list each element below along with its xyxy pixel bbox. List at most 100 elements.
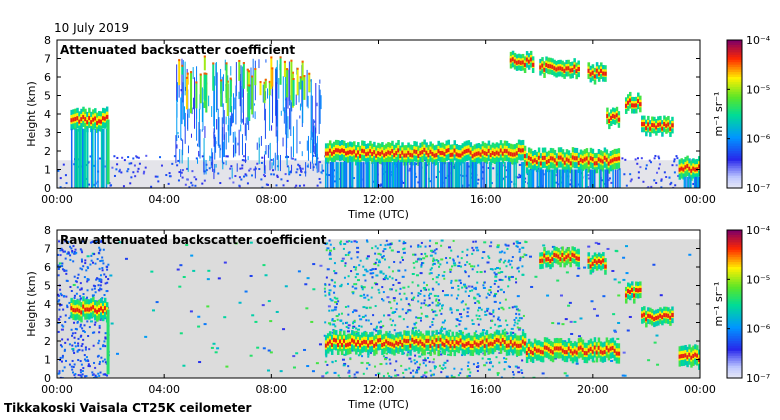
noise-cell [93,253,96,256]
virga-streak [286,68,289,98]
cloud-core [555,346,559,351]
y-tick-label: 8 [44,224,51,237]
noise-cell [402,251,406,254]
noise-cell [58,299,61,302]
noise-cell [316,184,319,187]
noise-cell [109,274,113,277]
drizzle-streak [589,169,591,188]
cloud-core [369,340,372,345]
cloud-core [76,307,79,312]
noise-cell [460,368,463,371]
noise-cell [73,251,76,254]
noise-cell [328,253,332,256]
virga-streak [318,84,320,135]
virga-streak [288,61,290,101]
noise-cell [266,183,269,186]
noise-cell [565,374,569,377]
noise-cell [369,272,373,275]
noise-cell [245,174,248,177]
cloud-core [475,342,479,347]
noise-cell [483,241,487,244]
virga-streak [289,100,291,106]
noise-cell [285,156,288,159]
noise-cell [223,316,227,319]
noise-cell [517,270,520,273]
drizzle-streak [693,176,696,188]
noise-cell [458,319,462,322]
noise-cell [431,308,434,311]
noise-cell [381,286,384,289]
noise-cell [474,302,477,305]
noise-cell [375,326,378,329]
noise-cell [500,306,504,309]
noise-cell [343,362,347,365]
noise-cell [288,171,291,174]
cloud-core [665,123,668,128]
noise-cell [477,306,481,309]
noise-cell [655,181,658,184]
colorbar-cell [727,114,742,118]
panel-title: Attenuated backscatter coefficient [60,43,295,57]
noise-cell [515,308,519,311]
noise-cell [58,370,61,373]
noise-cell [222,162,225,165]
noise-cell [611,269,615,272]
noise-cell [95,240,98,243]
noise-cell [438,309,441,312]
virga-core [204,72,207,75]
virga-streak [302,65,304,124]
drizzle-streak [576,169,578,188]
noise-cell [60,242,63,245]
noise-cell [426,352,429,355]
noise-cell [516,295,520,298]
cloud-core [513,59,517,64]
virga-streak [180,138,182,141]
cloud-core [543,155,547,160]
noise-cell [94,285,97,288]
noise-cell [374,252,377,255]
colorbar-tick-label: 10⁻⁶ [746,323,771,336]
noise-cell [516,366,520,369]
noise-cell [344,254,347,257]
cloud-core [577,66,580,72]
cloud-core [334,148,338,153]
noise-cell [477,178,480,181]
noise-cell [417,245,420,248]
noise-cell [375,258,378,261]
virga-core [308,72,311,75]
noise-cell [91,288,94,291]
noise-cell [333,281,336,284]
noise-cell [427,288,430,291]
noise-cell [241,159,244,162]
noise-cell [373,328,377,331]
virga-streak [177,131,179,135]
cloud-core [589,156,593,161]
cloud-core [96,309,99,314]
noise-cell [66,306,69,309]
cloud-core [469,150,473,155]
noise-cell [451,376,454,378]
cloud-core [533,346,537,351]
noise-cell [460,316,463,319]
colorbar-cell [727,294,742,298]
cloud-core [477,151,481,156]
noise-cell [244,173,247,176]
noise-cell [324,290,327,293]
noise-cell [344,262,347,265]
cloud-core [547,64,550,69]
noise-cell [440,258,444,261]
cloud-core [371,339,374,345]
cloud-core [445,148,448,153]
noise-cell [74,327,77,330]
virga-core [246,68,249,71]
noise-cell [441,274,445,277]
cloud-core [88,116,91,121]
noise-cell [393,260,396,263]
noise-cell [411,327,414,330]
colorbar-cell [727,249,742,253]
noise-cell [513,305,517,308]
drizzle-streak [439,162,442,188]
cloud-core [373,150,376,155]
noise-cell [394,369,397,372]
noise-cell [432,257,435,260]
